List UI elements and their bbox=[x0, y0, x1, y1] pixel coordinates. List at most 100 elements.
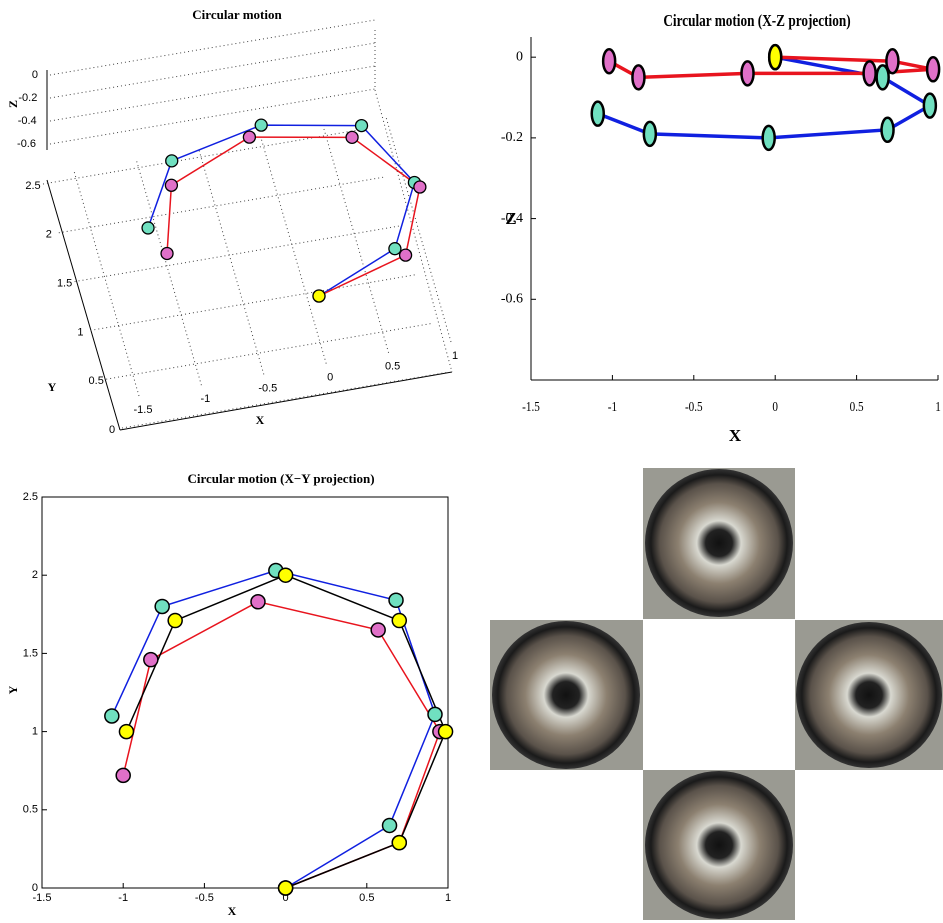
x-tick-label: 0 bbox=[327, 372, 333, 384]
point bbox=[631, 64, 646, 91]
point bbox=[118, 723, 135, 740]
x-tick-label: -0.5 bbox=[685, 399, 703, 414]
point bbox=[388, 242, 402, 256]
fisheye bbox=[645, 469, 793, 617]
grid-line bbox=[323, 127, 390, 353]
point bbox=[242, 130, 257, 144]
x-axis-label: X bbox=[228, 904, 237, 918]
x-tick-label: 1 bbox=[935, 399, 941, 414]
point bbox=[391, 612, 408, 629]
grid-line bbox=[42, 127, 371, 185]
x-tick-label: -1 bbox=[201, 393, 211, 405]
x-tick-label: 0.5 bbox=[850, 399, 864, 414]
x-tick-label: -1.5 bbox=[522, 399, 540, 414]
point bbox=[354, 118, 369, 133]
y-tick-label: 1 bbox=[77, 326, 83, 338]
y-axis-label: Y bbox=[6, 685, 20, 694]
y-axis-label: Z bbox=[505, 209, 516, 228]
x-tick-label: -1.5 bbox=[33, 892, 52, 904]
chart-title: Circular motion (X-Z projection) bbox=[663, 11, 850, 30]
grid-line bbox=[90, 273, 418, 331]
y-tick-label: 2.5 bbox=[25, 180, 40, 192]
grid-line bbox=[49, 42, 376, 99]
box-edge bbox=[374, 89, 453, 373]
point bbox=[740, 60, 755, 87]
grid-line bbox=[74, 225, 402, 283]
point bbox=[767, 43, 783, 71]
y-tick-label: 0 bbox=[109, 424, 115, 436]
point bbox=[925, 56, 941, 83]
point bbox=[862, 60, 877, 87]
x-tick-label: 1 bbox=[445, 892, 451, 904]
grid-line bbox=[49, 65, 376, 122]
x-tick-label: 0 bbox=[772, 399, 778, 414]
point bbox=[141, 221, 155, 235]
x-tick-label: -1.5 bbox=[134, 404, 153, 416]
point bbox=[880, 116, 895, 144]
y-tick-label: -0.4 bbox=[501, 211, 523, 226]
x-tick-label: -0.5 bbox=[195, 892, 214, 904]
point bbox=[370, 622, 386, 638]
point bbox=[642, 120, 658, 148]
point bbox=[277, 880, 294, 896]
point bbox=[154, 598, 170, 615]
z-tick-label: 0 bbox=[32, 69, 38, 81]
y-tick-label: 0.5 bbox=[89, 375, 104, 387]
point bbox=[167, 612, 183, 629]
point bbox=[388, 592, 404, 608]
point bbox=[164, 178, 179, 192]
z-axis-label: Z bbox=[6, 100, 20, 108]
grid-line bbox=[106, 322, 434, 380]
y-tick-label: -0.6 bbox=[501, 292, 523, 307]
fisheye bbox=[796, 622, 942, 768]
grid-line bbox=[49, 19, 376, 76]
grid-line bbox=[385, 116, 452, 343]
point bbox=[391, 834, 408, 851]
y-tick-label: 1.5 bbox=[57, 278, 72, 290]
chart-title: Circular motion (X−Y projection) bbox=[187, 471, 374, 486]
y-axis-label: Y bbox=[48, 380, 57, 394]
grid-line bbox=[73, 170, 140, 397]
point bbox=[115, 767, 131, 784]
point bbox=[427, 706, 443, 723]
x-tick-label: -0.5 bbox=[258, 382, 277, 394]
point bbox=[875, 64, 890, 91]
fisheye bbox=[492, 621, 640, 769]
x-axis-label: X bbox=[729, 426, 742, 445]
z-tick-label: -0.6 bbox=[17, 138, 36, 150]
fisheye bbox=[645, 771, 793, 919]
grid-line bbox=[198, 149, 265, 375]
point bbox=[590, 100, 605, 127]
x-axis-label: X bbox=[256, 413, 265, 427]
point bbox=[413, 180, 427, 194]
y-tick-label: 2 bbox=[32, 569, 38, 581]
point bbox=[143, 651, 159, 668]
y-tick-label: 0 bbox=[32, 882, 38, 894]
x-tick-label: 0.5 bbox=[385, 361, 400, 373]
y-tick-label: 2 bbox=[46, 229, 52, 241]
point bbox=[398, 248, 413, 262]
y-tick-label: 1 bbox=[32, 726, 38, 738]
x-axis bbox=[119, 371, 453, 431]
photo-grid bbox=[490, 468, 943, 920]
z-tick-label: -0.4 bbox=[18, 115, 37, 127]
grid-line bbox=[49, 88, 376, 145]
grid-line bbox=[121, 371, 450, 429]
x-tick-label: -1 bbox=[608, 399, 617, 414]
plot-box bbox=[41, 496, 449, 889]
series-line bbox=[166, 136, 421, 297]
point bbox=[250, 594, 266, 610]
z-tick-label: -0.2 bbox=[18, 92, 37, 104]
point bbox=[381, 817, 398, 834]
y-axis bbox=[46, 179, 121, 431]
point bbox=[165, 154, 179, 168]
chart-title: Circular motion bbox=[192, 7, 282, 22]
point bbox=[922, 92, 938, 119]
grid-line bbox=[135, 160, 202, 386]
point bbox=[601, 47, 617, 75]
series-line bbox=[111, 569, 436, 889]
point bbox=[885, 47, 900, 75]
y-tick-label: 0 bbox=[516, 49, 523, 64]
